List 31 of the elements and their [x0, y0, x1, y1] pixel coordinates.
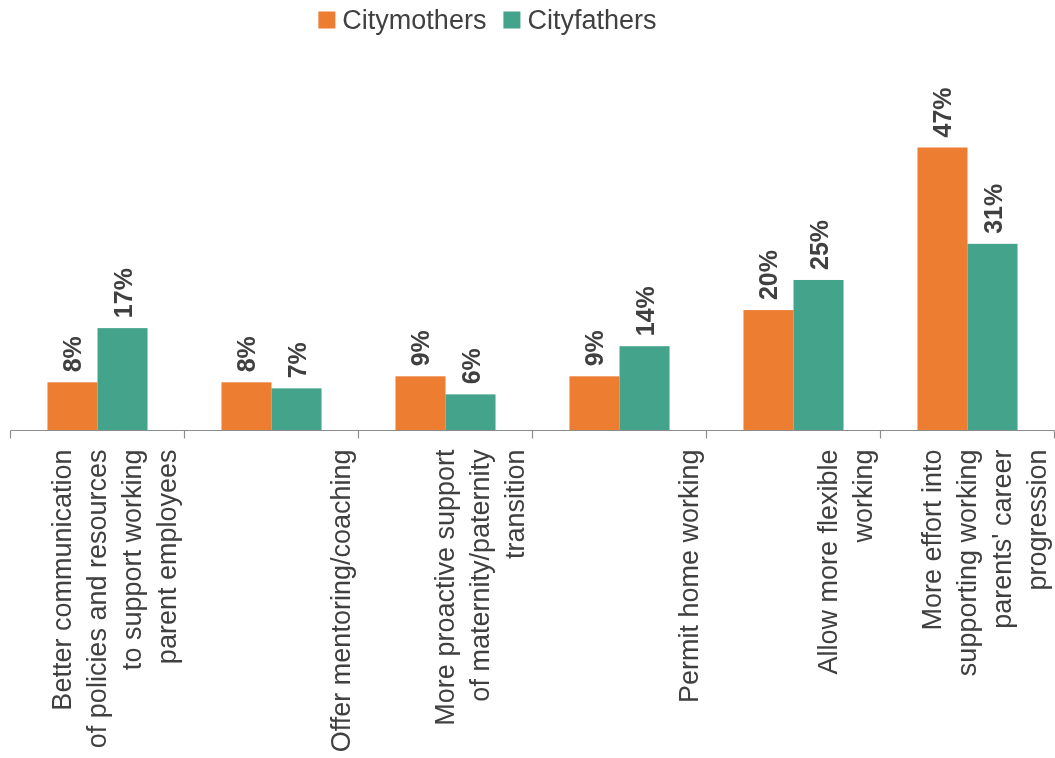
x-tick-label: Offer mentoring/coaching — [325, 449, 356, 753]
x-tick-label: Allow more flexible working — [812, 449, 878, 675]
bar — [97, 328, 148, 431]
data-label: 9% — [580, 330, 609, 367]
legend-label: Cityfathers — [527, 5, 657, 35]
bar — [221, 382, 272, 431]
data-label: 31% — [978, 183, 1007, 234]
data-label: 47% — [928, 87, 957, 138]
legend-label: Citymothers — [342, 5, 487, 35]
bar — [619, 346, 670, 431]
data-label: 6% — [456, 348, 485, 385]
data-label: 7% — [282, 342, 311, 379]
bar — [793, 279, 844, 431]
data-label: 17% — [108, 268, 137, 319]
data-label: 14% — [630, 286, 659, 337]
x-tick-label: More proactive support of maternity/paternity transition — [429, 449, 530, 726]
data-label: 9% — [406, 330, 435, 367]
bar — [445, 394, 496, 431]
data-label: 20% — [754, 250, 783, 301]
bar — [967, 243, 1018, 431]
data-label: 8% — [232, 336, 261, 373]
data-label: 8% — [58, 336, 87, 373]
bar — [395, 376, 446, 431]
bar — [271, 388, 322, 431]
bar — [47, 382, 98, 431]
bar — [569, 376, 620, 431]
bar — [917, 147, 968, 431]
data-label: 25% — [804, 219, 833, 270]
x-tick-label: Better communication of policies and resources to support working parent employees — [46, 449, 182, 749]
bar — [743, 310, 794, 431]
x-tick-label: Permit home working — [673, 449, 704, 704]
